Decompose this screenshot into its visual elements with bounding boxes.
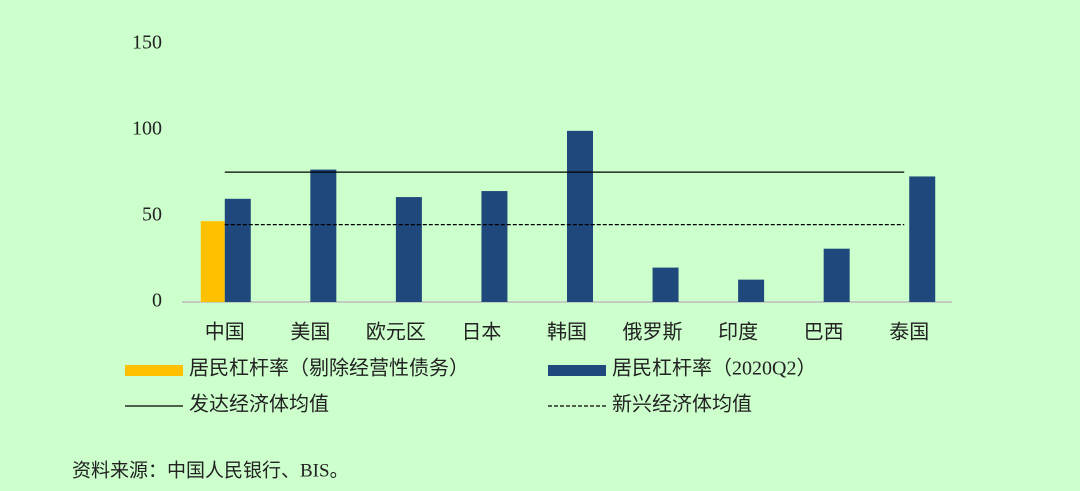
legend-label: 居民杠杆率（剔除经营性债务） — [189, 357, 469, 380]
x-tick-label: 中国 — [205, 321, 245, 344]
x-tick-label: 巴西 — [804, 322, 844, 344]
bar — [909, 176, 936, 302]
legend-label: 居民杠杆率（2020Q2） — [612, 357, 816, 380]
bar — [567, 130, 593, 302]
x-tick-label: 日本 — [461, 321, 501, 344]
x-tick-label: 欧元区 — [366, 321, 426, 344]
bar — [481, 191, 508, 302]
x-tick-label: 俄罗斯 — [623, 321, 683, 344]
y-tick-label: 50 — [142, 204, 162, 226]
bar — [652, 267, 679, 302]
bar — [200, 221, 225, 302]
bar — [224, 198, 251, 302]
y-tick-label: 150 — [132, 32, 162, 54]
bar — [395, 197, 422, 302]
y-tick-label: 100 — [132, 118, 162, 140]
legend-swatch — [125, 365, 183, 376]
source-note: 资料来源：中国人民银行、BIS。 — [72, 459, 349, 481]
x-tick-label: 韩国 — [547, 321, 587, 344]
legend-swatch — [548, 365, 606, 376]
bar — [738, 279, 765, 302]
bar — [310, 169, 337, 302]
x-tick-label: 泰国 — [889, 321, 929, 344]
bar — [823, 248, 850, 302]
legend-label: 发达经济体均值 — [189, 393, 329, 416]
x-tick-label: 美国 — [290, 321, 330, 344]
y-tick-label: 0 — [152, 290, 162, 312]
legend-label: 新兴经济体均值 — [612, 393, 752, 416]
x-tick-label: 印度 — [718, 321, 758, 344]
